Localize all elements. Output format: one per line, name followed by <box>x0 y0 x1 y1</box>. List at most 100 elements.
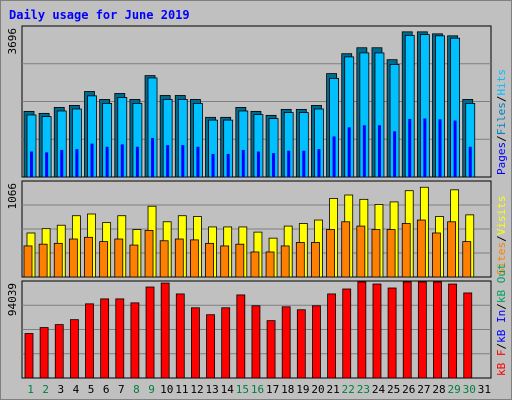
x-tick-label: 20 <box>311 383 324 396</box>
pages-bar <box>196 146 200 177</box>
x-tick-label: 3 <box>58 383 65 396</box>
kbout-label: kB Out <box>495 263 508 303</box>
kb-bar <box>342 288 352 379</box>
pages-bar <box>151 138 155 177</box>
pages-bar <box>120 144 124 177</box>
sites-bar <box>371 229 381 278</box>
x-tick-label: 16 <box>251 383 264 396</box>
x-tick-label: 28 <box>432 383 445 396</box>
panel-2-ymax-label: 1066 <box>6 183 19 210</box>
sites-bar <box>205 242 214 278</box>
pages-bar <box>45 152 49 177</box>
kb-bar <box>296 309 306 379</box>
kb-bar <box>372 283 382 379</box>
pages-bar <box>393 131 397 177</box>
pages-label: Pages <box>495 142 508 175</box>
x-tick-label: 15 <box>236 383 249 396</box>
sites-bar <box>38 243 48 278</box>
sites-bar <box>174 238 184 278</box>
x-tick-label: 23 <box>357 383 370 396</box>
x-tick-label: 18 <box>281 383 294 396</box>
pages-bar <box>75 149 79 177</box>
pages-bar <box>408 118 412 177</box>
sites-bar <box>416 219 426 278</box>
kb-bar <box>327 293 336 379</box>
x-tick-label: 24 <box>372 383 386 396</box>
sites-bar <box>311 242 320 278</box>
kb-bar <box>221 307 231 379</box>
sites-bar <box>462 241 472 278</box>
chart-title: Daily usage for June 2019 <box>9 8 190 22</box>
pages-bar <box>438 119 442 177</box>
x-tick-label: 29 <box>448 383 461 396</box>
x-tick-label: 12 <box>190 383 203 396</box>
sites-bar <box>190 239 199 278</box>
pages-bar <box>30 151 33 177</box>
sites-bar <box>265 251 275 278</box>
pages-bar <box>423 118 427 177</box>
x-tick-label: 25 <box>387 383 400 396</box>
sites-label: Sites <box>495 242 508 275</box>
sites-bar <box>432 232 441 278</box>
kbf-label: kB F <box>495 350 508 377</box>
panel-1-ymax-label: 3696 <box>6 28 19 55</box>
x-tick-label: 10 <box>160 383 173 396</box>
panel-3-series-labels: kB F/kB In/kB Out <box>495 263 508 376</box>
pages-bar <box>317 149 321 177</box>
sites-bar <box>341 221 351 278</box>
pages-bar <box>135 146 139 177</box>
kb-bar <box>402 281 412 379</box>
sites-bar <box>68 238 78 278</box>
sites-bar <box>386 229 396 278</box>
x-tick-label: 6 <box>103 383 110 396</box>
panel-1-series-labels: Pages/Files/Hits <box>495 69 508 175</box>
pages-bar <box>90 143 94 177</box>
kb-bar <box>251 305 261 379</box>
sites-bar <box>220 245 230 278</box>
kb-bar <box>463 292 473 379</box>
panel-3-ymax-label: 94039 <box>6 283 19 316</box>
kb-bar <box>206 314 215 379</box>
kb-bar <box>24 333 34 379</box>
sites-bar <box>53 242 63 278</box>
kb-bar <box>448 283 458 379</box>
kb-bar <box>54 324 64 379</box>
kb-bar <box>115 298 125 379</box>
pages-bar <box>302 150 306 177</box>
kb-bar <box>100 298 110 379</box>
kb-bar <box>312 305 321 379</box>
kbin-label: kB In <box>495 310 508 343</box>
x-tick-label: 8 <box>133 383 140 396</box>
sites-bar <box>235 243 245 278</box>
pages-bar <box>362 125 366 177</box>
label-separator: / <box>495 235 508 242</box>
kb-bar <box>130 302 140 379</box>
kb-bar <box>85 303 94 379</box>
kb-bar <box>281 306 291 379</box>
sites-bar <box>99 241 109 278</box>
kb-bar <box>39 327 49 379</box>
x-tick-label: 13 <box>205 383 218 396</box>
pages-bar <box>241 149 245 177</box>
sites-bar <box>23 245 33 278</box>
pages-bar <box>332 136 336 177</box>
pages-bar <box>256 151 260 177</box>
visits-label: Visits <box>495 196 508 236</box>
x-tick-label: 2 <box>42 383 49 396</box>
pages-bar <box>377 125 381 177</box>
kb-bar <box>145 286 155 379</box>
kb-bar <box>160 282 170 379</box>
label-separator: / <box>495 135 508 142</box>
x-tick-label: 22 <box>342 383 355 396</box>
pages-bar <box>226 153 230 177</box>
kb-bar <box>387 287 397 379</box>
sites-bar <box>144 229 154 278</box>
kb-bar <box>175 293 185 379</box>
pages-bar <box>468 146 472 177</box>
x-tick-label: 31 <box>478 383 491 396</box>
kb-bar <box>266 320 276 379</box>
sites-bar <box>129 244 139 278</box>
sites-bar <box>356 225 366 278</box>
files-label: Files <box>495 102 508 135</box>
